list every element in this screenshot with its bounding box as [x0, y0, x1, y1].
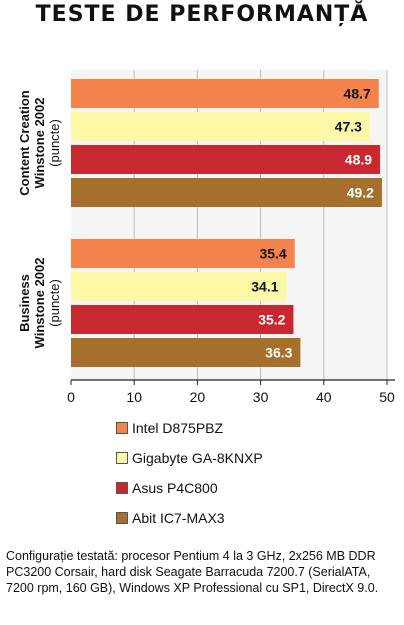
bar: [71, 79, 379, 108]
category-label-line: Winstone 2002: [32, 98, 47, 189]
bar-chart: 48.7 47.3 48.9 49.2 35.4 34.1 35.2 36.3 0 10 20 30…: [17, 70, 395, 405]
category-label: Business Winstone 2002 (puncte): [17, 258, 62, 349]
bar-value-label: 47.3: [335, 119, 362, 135]
x-axis-ticks: 0 10 20 30 40 50: [67, 380, 395, 405]
x-tick-label: 50: [379, 389, 395, 405]
bar: [71, 305, 294, 334]
category-labels: Content Creation Winstone 2002 (puncte)Bus…: [17, 90, 62, 348]
chart-title: TESTE DE PERFORMANȚĂ: [35, 2, 369, 27]
x-tick-label: 0: [67, 389, 75, 405]
category-label-line: Business: [17, 274, 32, 332]
x-tick-label: 10: [126, 389, 142, 405]
category-label: Content Creation Winstone 2002 (puncte): [17, 90, 62, 196]
bar: [71, 112, 370, 141]
legend-swatch: [116, 482, 128, 494]
legend-swatch: [116, 422, 128, 434]
x-tick-label: 40: [316, 389, 332, 405]
legend-label: Gigabyte GA-8KNXP: [132, 450, 263, 466]
bar: [71, 338, 301, 367]
category-label-line: Content Creation: [17, 90, 32, 196]
x-tick-label: 20: [190, 389, 206, 405]
bar: [71, 178, 382, 207]
legend-swatch: [116, 452, 128, 464]
bar-value-label: 36.3: [265, 345, 292, 361]
legend-label: Asus P4C800: [132, 480, 218, 496]
test-configuration-note: Configurație testată: procesor Pentium 4…: [6, 549, 379, 595]
x-tick-label: 30: [253, 389, 269, 405]
bar: [71, 272, 287, 301]
category-label-line: Winstone 2002: [32, 258, 47, 349]
bar-value-label: 34.1: [251, 279, 278, 295]
bar-value-label: 49.2: [347, 185, 374, 201]
legend-label: Intel D875PBZ: [132, 420, 224, 436]
bar-value-label: 48.7: [344, 86, 371, 102]
bar-value-label: 48.9: [345, 152, 372, 168]
bar: [71, 145, 381, 174]
bar: [71, 239, 295, 268]
bar-value-label: 35.4: [259, 246, 286, 262]
category-label-line: (puncte): [47, 279, 62, 327]
legend-label: Abit IC7-MAX3: [132, 510, 225, 526]
category-label-line: (puncte): [47, 119, 62, 167]
bars: [71, 79, 382, 367]
bar-value-label: 35.2: [258, 312, 285, 328]
bar-labels: 48.7 47.3 48.9 49.2 35.4 34.1 35.2 36.3: [251, 86, 374, 361]
legend-swatch: [116, 512, 128, 524]
